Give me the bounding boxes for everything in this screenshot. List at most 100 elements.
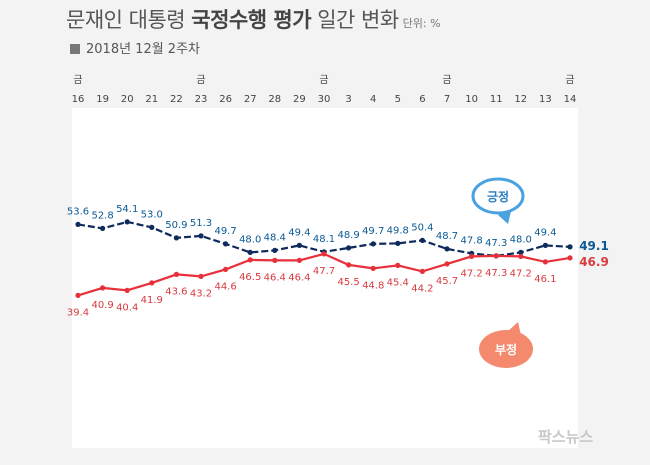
x-tick-label: 23 xyxy=(195,94,208,105)
negative-point xyxy=(395,262,401,268)
x-tick-label: 3 xyxy=(345,94,351,105)
negative-data-label: 44.8 xyxy=(362,280,384,291)
negative-data-label: 43.2 xyxy=(190,288,212,299)
negative-point xyxy=(493,253,499,259)
x-tick-label: 19 xyxy=(96,94,109,105)
negative-point xyxy=(223,266,229,272)
positive-legend-bubble xyxy=(471,177,525,215)
watermark-logo: 팍스뉴스 xyxy=(538,428,594,446)
negative-data-label: 41.9 xyxy=(141,295,163,306)
x-tick-label: 5 xyxy=(395,94,401,105)
negative-data-label: 46.4 xyxy=(264,272,286,283)
negative-point xyxy=(370,265,376,271)
negative-data-label: 40.9 xyxy=(91,300,113,311)
positive-point xyxy=(296,242,302,248)
negative-point xyxy=(321,251,327,257)
positive-data-label: 47.8 xyxy=(460,235,482,246)
positive-point xyxy=(444,246,450,252)
positive-point xyxy=(395,240,401,246)
negative-point xyxy=(346,262,352,268)
negative-data-label: 47.2 xyxy=(510,268,532,279)
negative-point xyxy=(444,261,450,267)
x-tick-label: 29 xyxy=(293,94,306,105)
positive-point xyxy=(542,242,549,248)
positive-data-label: 49.7 xyxy=(362,226,384,237)
x-tick-label: 28 xyxy=(268,94,281,105)
negative-point xyxy=(272,257,278,263)
positive-data-label: 48.7 xyxy=(436,231,458,242)
x-weekday-label: 금 xyxy=(565,74,574,86)
plot-area xyxy=(72,108,578,448)
negative-legend-label: 부정 xyxy=(495,342,517,357)
x-tick-label: 4 xyxy=(370,94,376,105)
positive-point xyxy=(346,245,352,251)
x-tick-label: 30 xyxy=(318,94,331,105)
negative-point xyxy=(100,285,106,291)
negative-point xyxy=(75,292,81,298)
title-part1: 문재인 대통령 xyxy=(66,8,192,32)
x-weekday-label: 금 xyxy=(73,74,82,86)
x-tick-label: 10 xyxy=(465,94,478,105)
negative-data-label: 45.4 xyxy=(387,277,409,288)
negative-data-label: 39.4 xyxy=(67,307,89,318)
positive-data-label: 47.3 xyxy=(485,238,507,249)
positive-data-label: 49.7 xyxy=(214,226,236,237)
negative-point xyxy=(518,253,524,259)
x-tick-label: 21 xyxy=(145,94,158,105)
positive-data-label: 52.8 xyxy=(91,210,113,221)
x-weekday-label: 금 xyxy=(442,74,451,86)
x-weekday-label: 금 xyxy=(196,74,205,86)
negative-legend-bubble xyxy=(479,330,533,368)
positive-data-label: 53.6 xyxy=(67,206,89,217)
positive-point xyxy=(198,233,204,239)
negative-data-label: 46.4 xyxy=(288,272,310,283)
negative-point xyxy=(296,257,302,263)
negative-data-label: 47.7 xyxy=(313,266,335,277)
positive-data-label: 54.1 xyxy=(116,204,138,215)
unit-label: 단위: % xyxy=(402,17,441,30)
negative-point xyxy=(469,253,475,259)
positive-point xyxy=(223,241,229,247)
negative-point xyxy=(542,259,549,265)
x-tick-label: 26 xyxy=(219,94,232,105)
negative-data-label: 45.7 xyxy=(436,276,458,287)
positive-point xyxy=(173,235,179,241)
positive-point xyxy=(419,237,425,243)
positive-data-label: 49.8 xyxy=(387,225,409,236)
positive-point xyxy=(567,244,573,250)
negative-data-label: 47.3 xyxy=(485,268,507,279)
positive-point xyxy=(149,224,155,230)
x-tick-label: 27 xyxy=(244,94,257,105)
positive-data-label: 49.1 xyxy=(579,239,609,253)
title-emphasis: 국정수행 평가 xyxy=(191,8,312,32)
positive-data-label: 51.3 xyxy=(190,218,212,229)
chart-title: 문재인 대통령 국정수행 평가 일간 변화 단위: % xyxy=(66,4,441,34)
positive-data-label: 48.0 xyxy=(239,234,261,245)
positive-point xyxy=(518,249,524,255)
negative-data-label: 45.5 xyxy=(337,277,359,288)
positive-data-label: 48.4 xyxy=(264,232,286,243)
positive-point xyxy=(272,247,278,253)
negative-point xyxy=(173,271,179,277)
positive-data-label: 48.9 xyxy=(337,230,359,241)
positive-point xyxy=(124,219,130,225)
positive-point xyxy=(75,221,81,227)
positive-point xyxy=(370,241,376,247)
negative-point xyxy=(567,255,573,261)
negative-data-label: 44.6 xyxy=(214,281,236,292)
x-tick-label: 14 xyxy=(564,94,577,105)
positive-point xyxy=(247,249,253,255)
positive-legend-label: 긍정 xyxy=(487,189,509,204)
x-tick-label: 6 xyxy=(419,94,425,105)
positive-data-label: 48.0 xyxy=(510,234,532,245)
square-bullet-icon xyxy=(70,44,80,54)
x-tick-label: 20 xyxy=(121,94,134,105)
subtitle-text: 2018년 12월 2주차 xyxy=(86,42,201,57)
negative-data-label: 43.6 xyxy=(165,286,187,297)
chart-subtitle: 2018년 12월 2주차 xyxy=(70,38,200,57)
x-tick-label: 13 xyxy=(539,94,552,105)
negative-point xyxy=(149,280,155,286)
negative-data-label: 44.2 xyxy=(411,283,433,294)
positive-data-label: 49.4 xyxy=(534,227,556,238)
